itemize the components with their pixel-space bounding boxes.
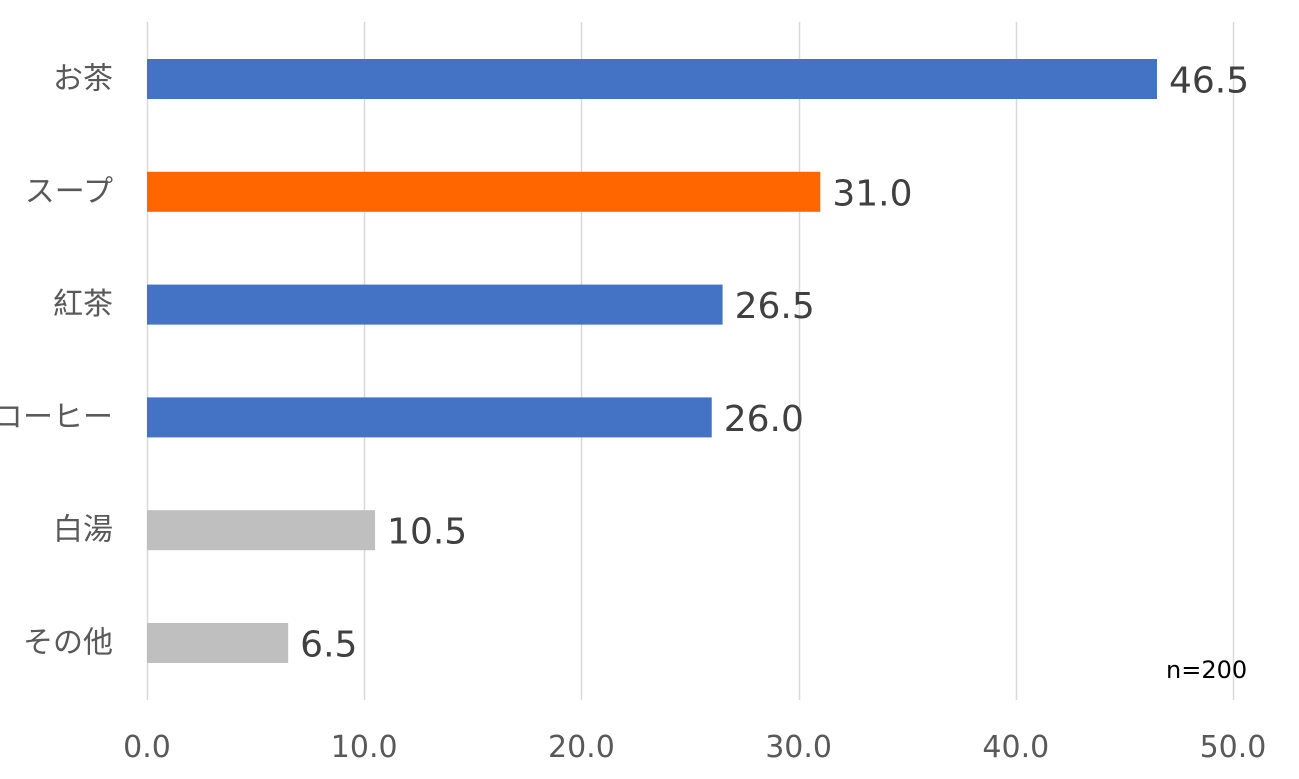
bar xyxy=(147,284,723,325)
data-label: 26.0 xyxy=(724,399,804,440)
data-label: 26.5 xyxy=(735,286,815,327)
bars xyxy=(147,59,1157,663)
data-label: 31.0 xyxy=(832,173,912,214)
x-axis-tick-labels: 0.0 10.0 20.0 30.0 40.0 50.0 xyxy=(123,730,1266,765)
x-tick-label: 0.0 xyxy=(123,730,171,765)
data-label: 6.5 xyxy=(300,625,357,666)
category-label: お茶 xyxy=(53,62,113,97)
bar xyxy=(147,59,1157,99)
bar xyxy=(147,623,289,663)
x-tick-label: 10.0 xyxy=(331,730,398,765)
category-label: その他 xyxy=(23,626,113,661)
data-label: 46.5 xyxy=(1169,61,1249,102)
category-label: 白湯 xyxy=(53,513,113,548)
category-label: コーヒー xyxy=(0,400,113,435)
bar xyxy=(147,510,376,551)
x-tick-label: 30.0 xyxy=(765,730,832,765)
x-tick-label: 40.0 xyxy=(982,730,1049,765)
x-tick-label: 50.0 xyxy=(1200,730,1267,765)
sample-size-note: n=200 xyxy=(1166,656,1248,684)
x-tick-label: 20.0 xyxy=(548,730,615,765)
bar xyxy=(147,171,821,212)
category-label: 紅茶 xyxy=(53,287,113,322)
data-label: 10.5 xyxy=(387,512,467,553)
data-labels: 46.5 31.0 26.5 26.0 10.5 6.5 xyxy=(300,61,1249,666)
gridlines xyxy=(146,22,1235,700)
bar xyxy=(147,397,712,438)
category-label: スープ xyxy=(25,174,113,209)
